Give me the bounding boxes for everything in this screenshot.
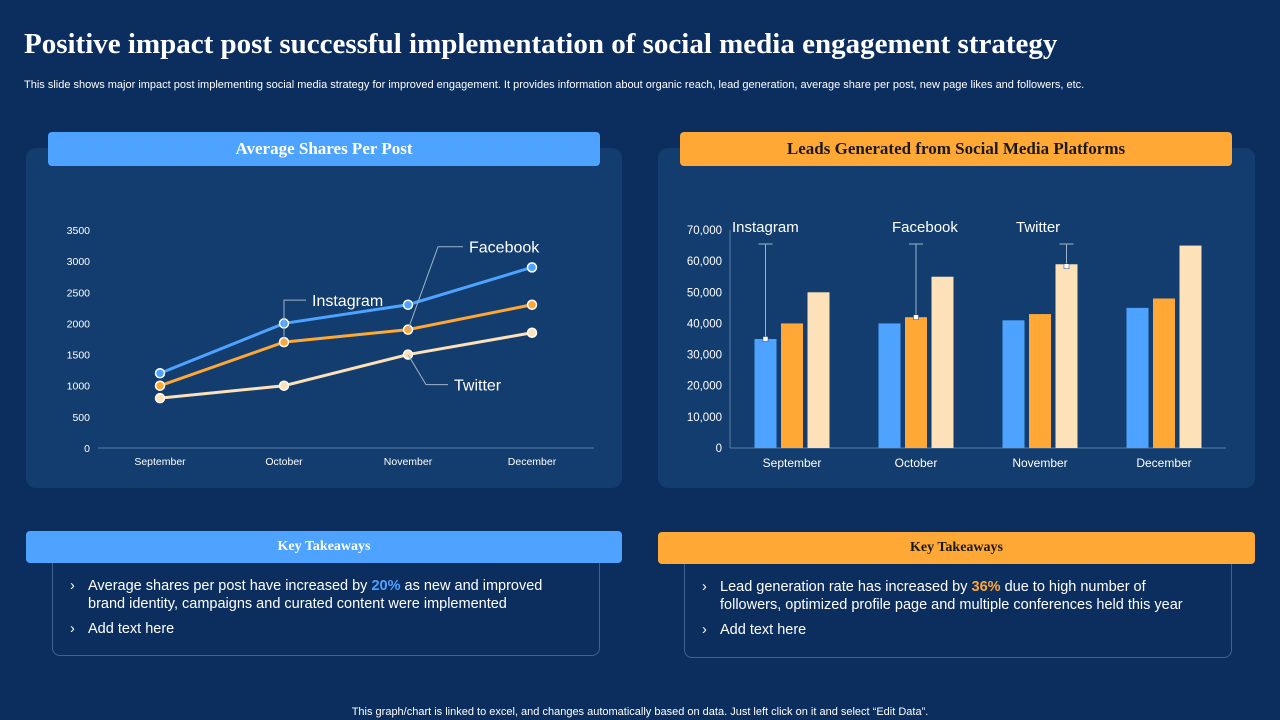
takeaway-highlight: 36% — [971, 579, 1001, 595]
takeaway-text-cont: as new and improved brand identity, camp… — [88, 578, 543, 612]
takeaways-left-list: › Average shares per post have increased… — [70, 577, 570, 645]
takeaway-text: Average shares per post have increased b… — [88, 578, 372, 594]
series-line-instagram — [159, 303, 533, 388]
data-point-twitter — [526, 327, 538, 339]
shares-line-chart: 0 500 1000 1500 2000 2500 3000 3500 September Oct… — [67, 225, 594, 468]
x-tick-label: September — [134, 456, 186, 468]
takeaways-left-heading: Key Takeaways — [26, 531, 622, 563]
y-tick-label: 20,000 — [687, 381, 722, 393]
takeaway-left-item-2[interactable]: › Add text here — [70, 620, 570, 638]
x-tick-label: October — [895, 456, 938, 470]
y-tick-label: 40,000 — [687, 318, 722, 330]
y-tick-label: 30,000 — [687, 350, 722, 362]
bar-facebook — [1153, 298, 1175, 448]
x-tick-label: September — [763, 456, 822, 470]
y-tick-label: 2000 — [67, 318, 91, 330]
takeaway-right-item-1: › Lead generation rate has increased by … — [702, 578, 1202, 614]
leads-bar-chart: 0 10,000 20,000 30,000 40,000 50,000 60,000 70,… — [687, 219, 1226, 470]
y-tick-label: 0 — [716, 443, 722, 455]
bar-facebook — [1029, 314, 1051, 448]
callout-line — [283, 299, 306, 343]
callout-marker — [913, 314, 919, 320]
series-line-facebook — [159, 265, 533, 375]
placeholder-text[interactable]: Add text here — [720, 622, 807, 638]
placeholder-text[interactable]: Add text here — [88, 621, 175, 637]
series-label-twitter: Twitter — [1016, 219, 1060, 236]
y-tick-label: 50,000 — [687, 287, 722, 299]
leads-chart-heading: Leads Generated from Social Media Platfo… — [680, 132, 1232, 166]
bar-facebook — [905, 317, 927, 448]
bar-instagram — [1126, 307, 1149, 448]
shares-chart-heading: Average Shares Per Post — [48, 132, 600, 166]
y-tick-label: 1000 — [67, 381, 91, 393]
takeaway-highlight: 20% — [371, 578, 401, 594]
takeaways-right-list: › Lead generation rate has increased by … — [702, 578, 1202, 646]
data-point-facebook — [154, 368, 166, 379]
x-tick-label: November — [1012, 456, 1067, 470]
callout-marker — [762, 336, 769, 342]
x-tick-label: October — [265, 456, 303, 468]
series-label-facebook: Facebook — [469, 240, 540, 257]
y-tick-label: 500 — [72, 412, 90, 424]
chevron-right-icon: › — [70, 621, 75, 637]
bar-instagram — [878, 323, 901, 448]
y-tick-label: 10,000 — [687, 412, 722, 424]
series-label-facebook: Facebook — [892, 219, 958, 236]
data-point-twitter — [278, 380, 290, 391]
data-point-twitter — [154, 392, 166, 404]
chevron-right-icon: › — [702, 622, 707, 638]
chevron-right-icon: › — [702, 579, 707, 595]
data-point-facebook — [402, 299, 414, 310]
callout-line — [407, 246, 463, 330]
bar-twitter — [931, 276, 954, 448]
data-point-twitter — [402, 349, 414, 360]
chevron-right-icon: › — [70, 578, 75, 594]
y-tick-label: 60,000 — [687, 256, 722, 268]
bar-twitter — [807, 292, 830, 448]
bar-twitter — [1055, 264, 1078, 448]
y-tick-label: 0 — [84, 443, 90, 455]
y-tick-label: 70,000 — [687, 225, 722, 237]
series-label-instagram: Instagram — [312, 293, 383, 310]
takeaway-text-cont: due to high number of followers, optimiz… — [720, 579, 1183, 613]
takeaway-text: Lead generation rate has increased by — [720, 579, 972, 595]
y-tick-label: 1500 — [67, 350, 91, 362]
takeaway-right-item-2[interactable]: › Add text here — [702, 621, 1202, 639]
takeaways-right-heading: Key Takeaways — [658, 532, 1255, 564]
takeaway-left-item-1: › Average shares per post have increased… — [70, 577, 570, 613]
data-point-instagram — [154, 380, 166, 391]
bar-instagram — [754, 339, 777, 448]
x-tick-label: November — [384, 456, 433, 468]
data-point-instagram — [402, 324, 414, 335]
bar-twitter — [1179, 245, 1202, 448]
y-tick-label: 2500 — [67, 287, 91, 299]
series-label-instagram: Instagram — [732, 219, 799, 236]
bar-facebook — [781, 323, 803, 448]
series-line-twitter — [159, 331, 533, 400]
x-tick-label: December — [1136, 456, 1191, 470]
slide-title: Positive impact post successful implemen… — [24, 28, 1058, 60]
bar-instagram — [1002, 320, 1025, 448]
y-tick-label: 3500 — [67, 225, 91, 237]
callout-marker — [1063, 263, 1070, 270]
slide-subtitle: This slide shows major impact post imple… — [24, 79, 1085, 91]
slide-footer-note: This graph/chart is linked to excel, and… — [351, 706, 929, 718]
data-point-instagram — [526, 299, 538, 310]
series-label-twitter: Twitter — [454, 378, 502, 395]
callout-line — [407, 354, 448, 386]
y-tick-label: 3000 — [67, 256, 91, 268]
x-tick-label: December — [508, 456, 557, 468]
data-point-facebook — [526, 262, 538, 273]
